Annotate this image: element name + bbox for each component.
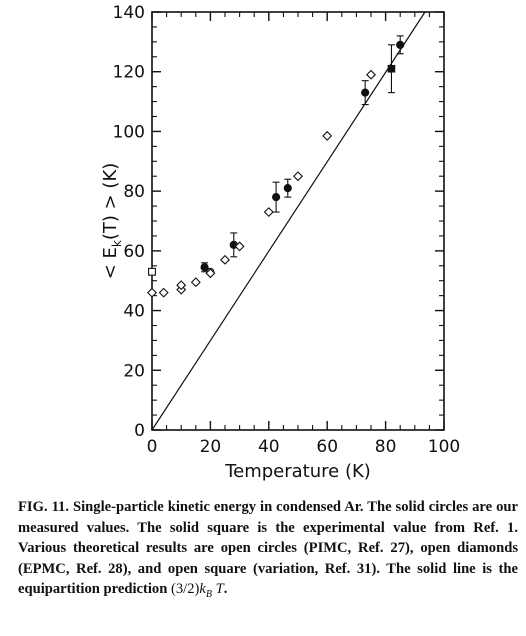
point-open-diamond (176, 280, 187, 291)
y-tick-label: 20 (123, 361, 145, 381)
y-tick-label: 80 (123, 182, 145, 202)
y-axis-title-prefix: < E (100, 247, 121, 279)
point-open-diamond (158, 287, 169, 298)
figure-caption: FIG. 11. Single-particle kinetic energy … (18, 499, 518, 601)
x-tick-label: 100 (428, 437, 460, 457)
point-filled-square (387, 64, 396, 73)
y-tick-label: 120 (113, 63, 145, 83)
point-filled-circle (200, 263, 209, 272)
point-open-diamond (366, 69, 376, 80)
y-tick-label: 140 (113, 3, 145, 23)
point-filled-circle (361, 88, 370, 97)
caption-formula: (3/2)kB T (170, 581, 224, 601)
y-tick-label: 0 (134, 421, 145, 441)
point-open-diamond (147, 287, 157, 298)
point-open-diamond (263, 207, 274, 218)
x-tick-label: 20 (200, 437, 222, 457)
y-axis-title-suffix: (T) > (K) (100, 163, 121, 240)
plot-frame (151, 11, 445, 431)
x-tick-label: 0 (147, 437, 158, 457)
y-tick-label: 100 (113, 122, 145, 142)
point-open-diamond (234, 241, 245, 252)
axis-ticks (151, 11, 445, 431)
caption-text: Single-particle kinetic energy in conden… (18, 499, 518, 598)
y-tick-label: 60 (123, 242, 145, 262)
tick-labels: 0 20 40 60 80 100 120 140 0 20 40 60 80 100 (113, 3, 461, 457)
y-axis-title: < Ek(T) > (K) (100, 163, 124, 280)
point-open-diamond (293, 171, 303, 182)
equipartition-line-path (151, 11, 426, 431)
y-axis-title-subscript: k (110, 240, 124, 247)
point-open-diamond (220, 254, 230, 265)
point-filled-circle (396, 40, 405, 49)
caption-label: FIG. 11. (18, 499, 70, 515)
chart: 0 20 40 60 80 100 120 140 0 20 40 60 80 100 Temperatu… (100, 3, 461, 482)
x-tick-label: 80 (375, 437, 397, 457)
point-open-square (148, 267, 156, 276)
point-filled-circle (272, 193, 281, 202)
point-open-diamond (322, 130, 333, 141)
x-tick-label: 40 (258, 437, 280, 457)
x-axis-title: Temperature (K) (224, 461, 371, 482)
x-tick-label: 60 (316, 437, 338, 457)
equipartition-line (151, 11, 426, 431)
point-filled-circle (283, 184, 292, 193)
data-markers (147, 35, 405, 298)
point-open-diamond (190, 277, 201, 288)
point-open-diamond (205, 268, 216, 279)
y-tick-label: 40 (123, 302, 145, 322)
